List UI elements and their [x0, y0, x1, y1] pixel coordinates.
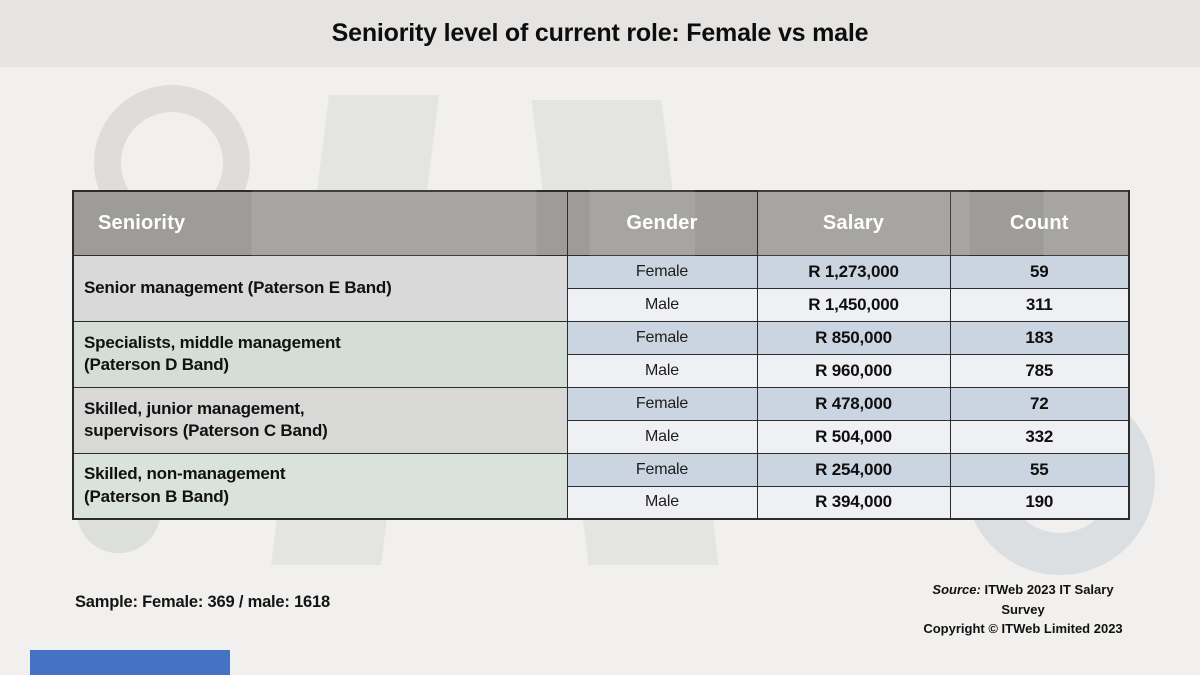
- copyright-text: Copyright © ITWeb Limited 2023: [923, 621, 1123, 636]
- header-count: Count: [949, 190, 1130, 256]
- header-seniority: Seniority: [72, 190, 568, 256]
- salary-cell: R 1,450,000: [756, 287, 951, 322]
- count-cell: 332: [949, 419, 1130, 454]
- gender-cell: Female: [566, 452, 758, 487]
- count-cell: 785: [949, 353, 1130, 388]
- gender-cell: Male: [566, 353, 758, 388]
- seniority-cell: Skilled, non-management (Paterson B Band): [72, 452, 568, 520]
- header-salary: Salary: [756, 190, 951, 256]
- count-cell: 183: [949, 320, 1130, 355]
- source-text: ITWeb 2023 IT Salary Survey: [984, 582, 1114, 617]
- source-label: Source:: [932, 582, 981, 597]
- gender-cell: Female: [566, 254, 758, 289]
- table-row-female: Specialists, middle management (Paterson …: [72, 320, 1130, 388]
- salary-table-wrap: Seniority Gender Salary Count Senior man…: [72, 190, 1130, 520]
- source-block: Source: ITWeb 2023 IT Salary Survey Copy…: [918, 580, 1128, 639]
- seniority-cell: Skilled, junior management, supervisors (…: [72, 386, 568, 454]
- gender-cell: Female: [566, 386, 758, 421]
- salary-cell: R 254,000: [756, 452, 951, 487]
- page-title: Seniority level of current role: Female …: [331, 19, 869, 47]
- header-gender: Gender: [566, 190, 758, 256]
- sample-note: Sample: Female: 369 / male: 1618: [75, 593, 330, 611]
- salary-cell: R 478,000: [756, 386, 951, 421]
- table-header: Seniority Gender Salary Count: [72, 190, 1130, 256]
- gender-cell: Male: [566, 485, 758, 520]
- footer-accent-bar: [30, 650, 230, 675]
- count-cell: 72: [949, 386, 1130, 421]
- seniority-line1: Senior management (Paterson E Band): [84, 277, 392, 297]
- seniority-cell: Specialists, middle management (Paterson …: [72, 320, 568, 388]
- salary-cell: R 504,000: [756, 419, 951, 454]
- count-cell: 311: [949, 287, 1130, 322]
- gender-cell: Female: [566, 320, 758, 355]
- seniority-line2: (Paterson B Band): [84, 486, 229, 506]
- title-band: Seniority level of current role: Female …: [0, 0, 1200, 67]
- seniority-line1: Specialists, middle management: [84, 332, 341, 352]
- salary-cell: R 1,273,000: [756, 254, 951, 289]
- salary-cell: R 960,000: [756, 353, 951, 388]
- salary-cell: R 394,000: [756, 485, 951, 520]
- seniority-line1: Skilled, non-management: [84, 464, 286, 484]
- seniority-line2: supervisors (Paterson C Band): [84, 421, 328, 440]
- count-cell: 190: [949, 485, 1130, 520]
- count-cell: 59: [949, 254, 1130, 289]
- seniority-cell: Senior management (Paterson E Band): [72, 254, 568, 322]
- gender-cell: Male: [566, 419, 758, 454]
- table-row-female: Skilled, junior management, supervisors (…: [72, 386, 1130, 454]
- table-body: Senior management (Paterson E Band) Femal…: [72, 254, 1130, 520]
- table-row-female: Skilled, non-management (Paterson B Band)…: [72, 452, 1130, 520]
- gender-cell: Male: [566, 287, 758, 322]
- salary-table: Seniority Gender Salary Count Senior man…: [72, 190, 1130, 520]
- seniority-line2: (Paterson D Band): [84, 355, 229, 374]
- seniority-line1: Skilled, junior management,: [84, 398, 305, 418]
- salary-cell: R 850,000: [756, 320, 951, 355]
- table-row-female: Senior management (Paterson E Band) Femal…: [72, 254, 1130, 322]
- count-cell: 55: [949, 452, 1130, 487]
